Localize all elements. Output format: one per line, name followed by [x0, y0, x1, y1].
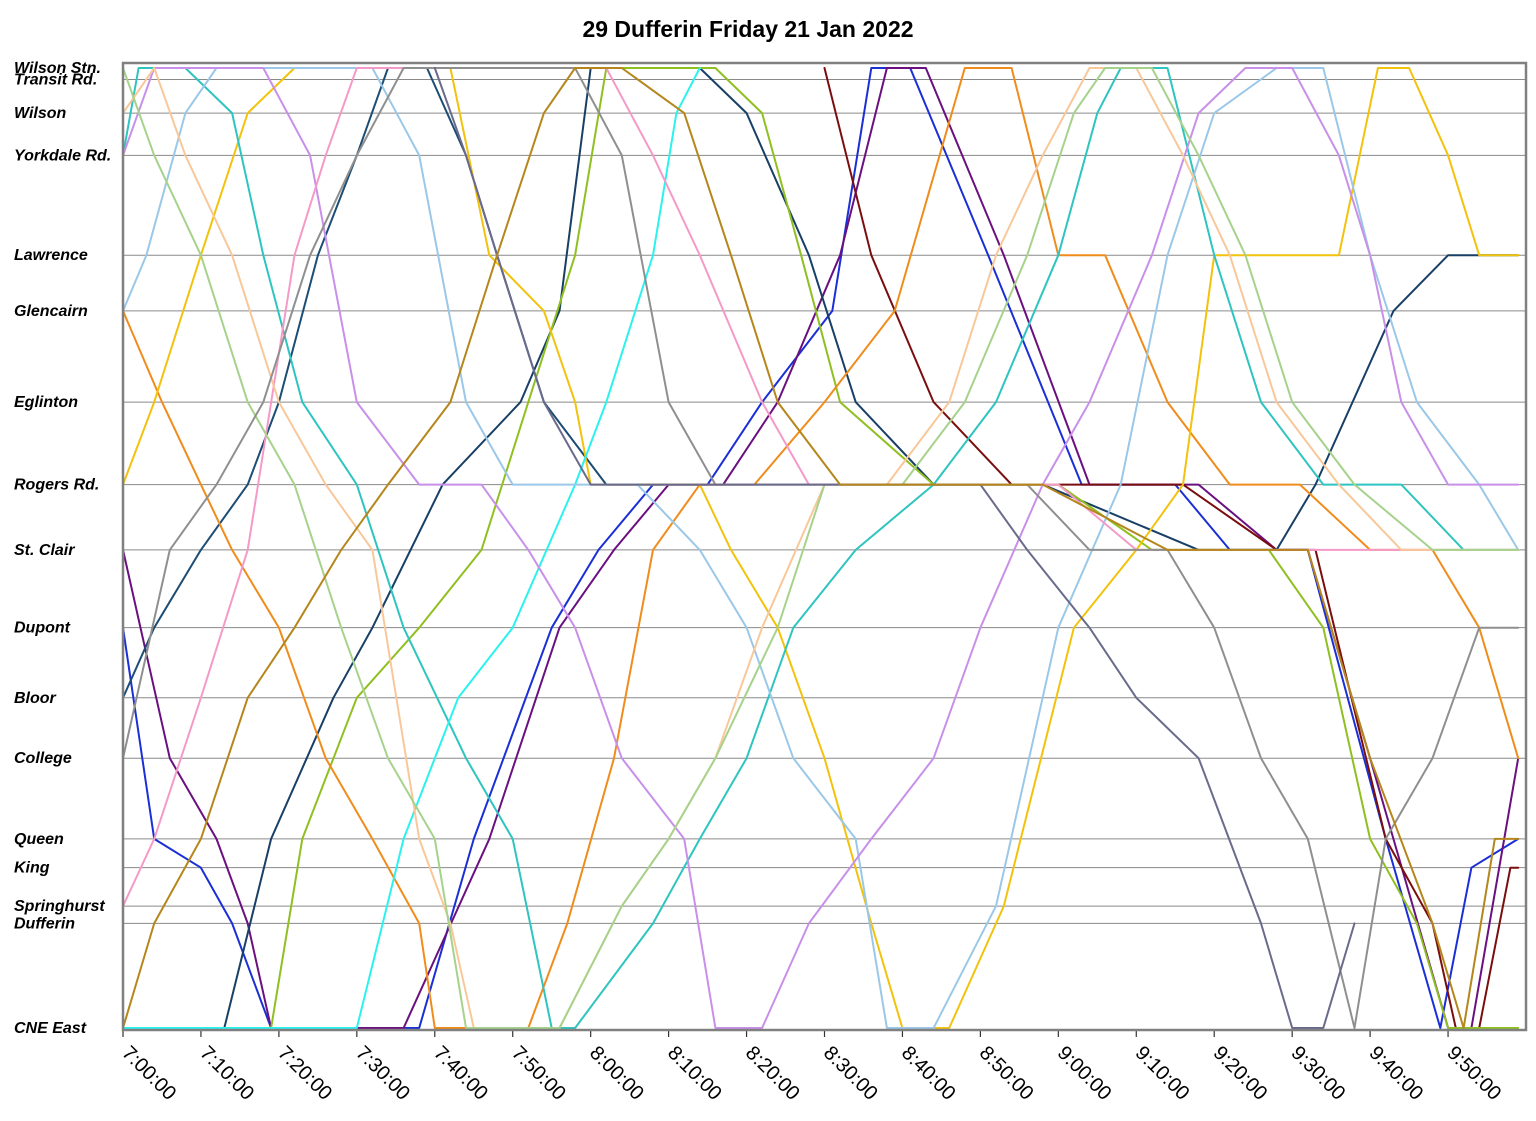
x-tick-label: 7:00:00 [117, 1042, 180, 1105]
trip-line [122, 67, 1520, 1029]
time-axis-labels: 7:00:00 7:10:00 7:20:00 7:30:00 7:40:00 7:50:… [117, 1030, 1505, 1105]
x-tick-label: 8:40:00 [897, 1042, 960, 1105]
x-tick-label: 7:20:00 [273, 1042, 336, 1105]
trip-line [122, 67, 701, 1029]
trip-line [122, 67, 1520, 1029]
x-tick-label: 9:00:00 [1053, 1042, 1116, 1105]
stop-label: Queen [14, 831, 64, 848]
stop-labels: Wilson Stn.Transit Rd. Wilson Yorkdale Rd.… [14, 60, 111, 1037]
trip-line [122, 67, 1520, 1029]
trip-line [122, 67, 1520, 1029]
stop-label: CNE East [14, 1020, 87, 1037]
stop-label: Springhurst [14, 898, 105, 915]
trip-line [122, 67, 1520, 1029]
x-tick-label: 8:10:00 [663, 1042, 726, 1105]
stop-label: Bloor [14, 690, 57, 707]
stop-label: Dufferin [14, 915, 75, 932]
trip-line [122, 67, 1520, 1029]
trip-line [122, 67, 1520, 1029]
x-tick-label: 8:00:00 [585, 1042, 648, 1105]
chart-title: 29 Dufferin Friday 21 Jan 2022 [582, 16, 913, 42]
trip-line [122, 67, 1520, 1029]
x-tick-label: 9:10:00 [1131, 1042, 1194, 1105]
stop-label: Wilson [14, 105, 67, 122]
trip-line [823, 67, 1520, 1029]
trip-line [122, 67, 662, 699]
x-tick-label: 9:30:00 [1287, 1042, 1350, 1105]
stop-label: Transit Rd. [14, 72, 97, 89]
stop-label: Dupont [14, 620, 71, 637]
x-tick-label: 8:30:00 [819, 1042, 882, 1105]
stop-label: Rogers Rd. [14, 477, 99, 494]
stop-label: Eglinton [14, 394, 78, 411]
x-tick-label: 9:40:00 [1365, 1042, 1428, 1105]
x-tick-label: 8:20:00 [741, 1042, 804, 1105]
stop-label: College [14, 750, 72, 767]
stop-label: Yorkdale Rd. [14, 147, 111, 164]
x-tick-label: 9:50:00 [1443, 1042, 1506, 1105]
x-tick-label: 7:40:00 [429, 1042, 492, 1105]
stop-label: Lawrence [14, 247, 88, 264]
stop-label: Wilson Stn. [14, 60, 101, 77]
stop-label: St. Clair [14, 542, 75, 559]
trip-lines [122, 67, 1520, 1029]
stop-label: Glencairn [14, 303, 88, 320]
x-tick-label: 7:30:00 [351, 1042, 414, 1105]
x-tick-label: 8:50:00 [975, 1042, 1038, 1105]
trip-line [122, 67, 1520, 908]
plot-frame [121, 61, 1528, 1032]
x-tick-label: 7:10:00 [195, 1042, 258, 1105]
trip-line [122, 67, 1520, 1029]
stop-label: King [14, 860, 50, 877]
trip-line [122, 67, 1520, 1029]
trip-line [145, 67, 1520, 1029]
trip-line [122, 67, 1520, 1029]
trip-line [122, 67, 1520, 1029]
x-tick-label: 7:50:00 [507, 1042, 570, 1105]
x-tick-label: 9:20:00 [1209, 1042, 1272, 1105]
